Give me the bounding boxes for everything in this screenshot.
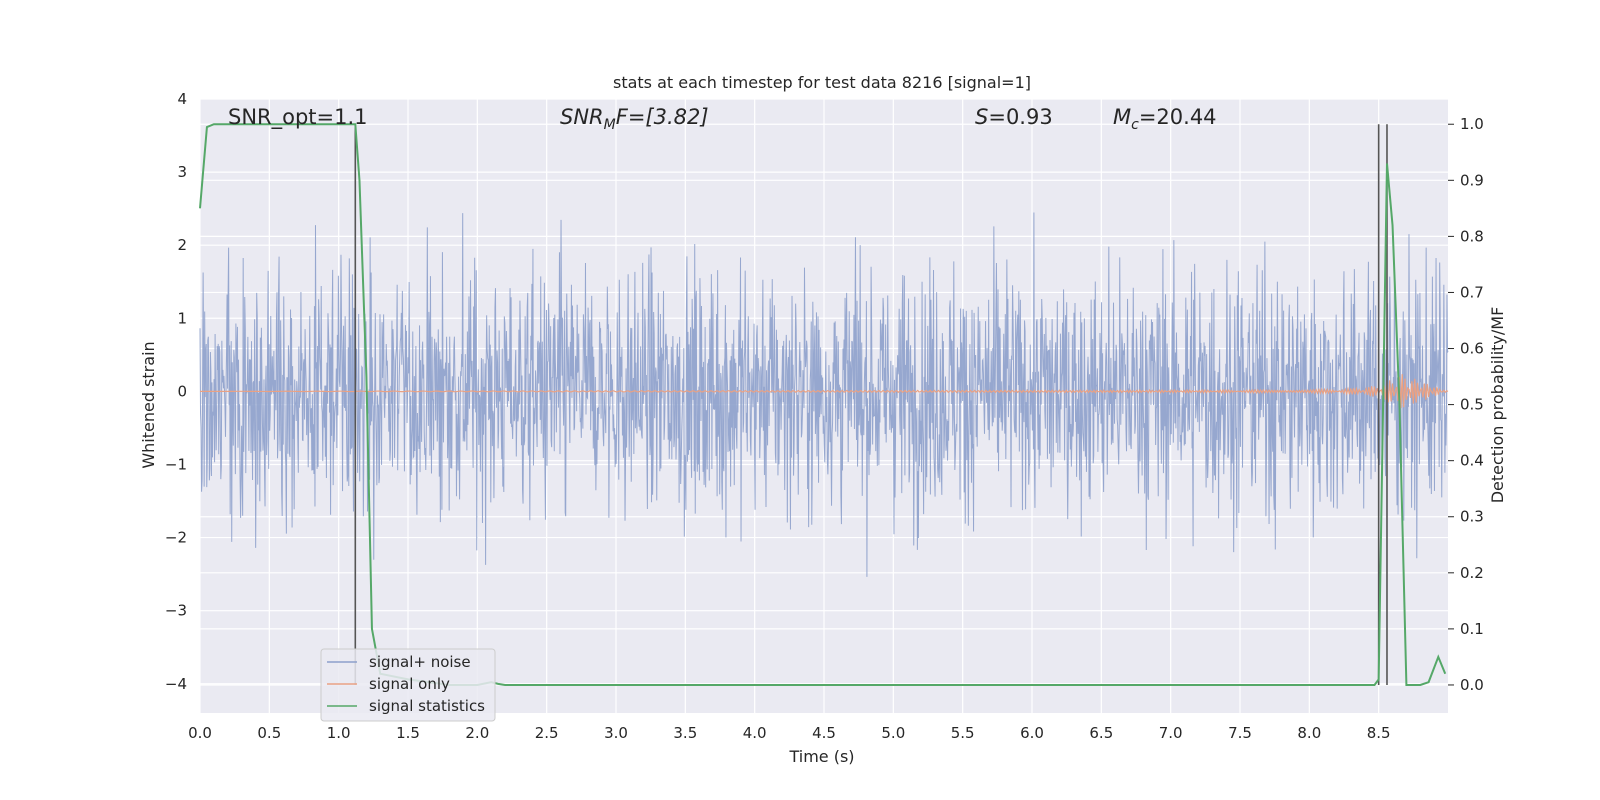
- snr-mf-sub: M: [604, 117, 616, 133]
- y2-axis-title: Detection probability/MF: [1488, 307, 1507, 504]
- mc-sub: c: [1131, 117, 1139, 133]
- annotation-snr-opt: SNR_opt=1.1: [228, 105, 368, 130]
- legend-box: [320, 648, 496, 722]
- y-tick-label: −2: [165, 529, 187, 547]
- x-tick-labels: 0.0 0.5 1.0 1.5 2.0 2.5 3.0 3.5 4.0 4.5 5.0 5.5 6.0 6…: [188, 724, 1391, 742]
- legend-label-signal-statistics: signal statistics: [369, 697, 485, 715]
- x-axis-title: Time (s): [788, 747, 854, 766]
- y2-tick-label: 0.8: [1460, 227, 1484, 245]
- x-tick-label: 7.5: [1228, 724, 1252, 742]
- legend-label-signal-noise: signal+ noise: [369, 653, 471, 671]
- y2-tick-label: 0.0: [1460, 676, 1484, 694]
- x-tick-label: 6.0: [1020, 724, 1044, 742]
- y-tick-label: 3: [177, 163, 187, 181]
- x-tick-label: 8.5: [1367, 724, 1391, 742]
- x-tick-label: 0.0: [188, 724, 212, 742]
- x-tick-label: 5.5: [951, 724, 975, 742]
- y2-tick-label: 0.6: [1460, 340, 1484, 358]
- y-tick-labels: 4 3 2 1 0 −1 −2 −3 −4: [165, 90, 187, 693]
- x-tick-label: 4.5: [812, 724, 836, 742]
- x-tick-label: 4.0: [743, 724, 767, 742]
- x-tick-label: 8.0: [1297, 724, 1321, 742]
- legend: signal+ noise signal only signal statist…: [320, 648, 496, 722]
- y2-tick-label: 0.3: [1460, 508, 1484, 526]
- y2-tick-label: 1.0: [1460, 115, 1484, 133]
- y-tick-label: −3: [165, 602, 187, 620]
- x-tick-label: 1.5: [396, 724, 420, 742]
- signal-noise-series: [199, 212, 1449, 577]
- annotation-snr-mf: SNRMF=[3.82]: [560, 105, 709, 133]
- y2-tick-label: 0.4: [1460, 452, 1484, 470]
- annotation-mc: Mc=20.44: [1113, 105, 1217, 133]
- x-tick-label: 5.0: [881, 724, 905, 742]
- noise-line: [199, 212, 1449, 577]
- chart-title: stats at each timestep for test data 821…: [613, 73, 1031, 92]
- x-tick-label: 2.5: [535, 724, 559, 742]
- x-tick-label: 2.0: [465, 724, 489, 742]
- x-tick-label: 7.0: [1159, 724, 1183, 742]
- y-axis-title: Whitened strain: [139, 341, 158, 468]
- snr-mf-tail: F=[3.82]: [616, 105, 709, 129]
- y2-tick-label: 0.1: [1460, 620, 1484, 638]
- legend-label-signal-only: signal only: [369, 675, 450, 693]
- y2-tick-label: 0.2: [1460, 564, 1484, 582]
- y-tick-label: −4: [165, 675, 187, 693]
- annotation-s: S=0.93: [975, 105, 1053, 129]
- x-tick-label: 3.5: [673, 724, 697, 742]
- signal-statistics-series: [199, 123, 1447, 686]
- y-tick-label: 0: [177, 382, 187, 400]
- x-tick-label: 1.0: [327, 724, 351, 742]
- x-tick-label: 0.5: [257, 724, 281, 742]
- y-tick-label: 1: [177, 309, 187, 327]
- y2-tick-labels: 1.0 0.9 0.8 0.7 0.6 0.5 0.4 0.3 0.2 0.1 0.0: [1448, 115, 1484, 694]
- x-tick-label: 6.5: [1089, 724, 1113, 742]
- annotations: SNR_opt=1.1 SNRMF=[3.82] S=0.93 Mc=20.44: [228, 105, 1217, 133]
- mc-tail: =20.44: [1139, 105, 1217, 129]
- snr-mf-base: SNR: [560, 105, 604, 129]
- y-tick-label: 4: [177, 90, 187, 108]
- grid-lines: [199, 98, 1448, 713]
- y-tick-label: −1: [165, 455, 187, 473]
- mc-italic: M: [1113, 105, 1131, 129]
- y2-tick-label: 0.5: [1460, 396, 1484, 414]
- y2-tick-label: 0.9: [1460, 171, 1484, 189]
- signal-statistics-line: [199, 123, 1447, 686]
- x-tick-label: 3.0: [604, 724, 628, 742]
- s-italic: S: [975, 105, 988, 129]
- y2-tick-label: 0.7: [1460, 283, 1484, 301]
- s-tail: =0.93: [988, 105, 1052, 129]
- signal-only-series: [200, 374, 1449, 409]
- y-tick-label: 2: [177, 236, 187, 254]
- signal-only-line: [200, 374, 1449, 409]
